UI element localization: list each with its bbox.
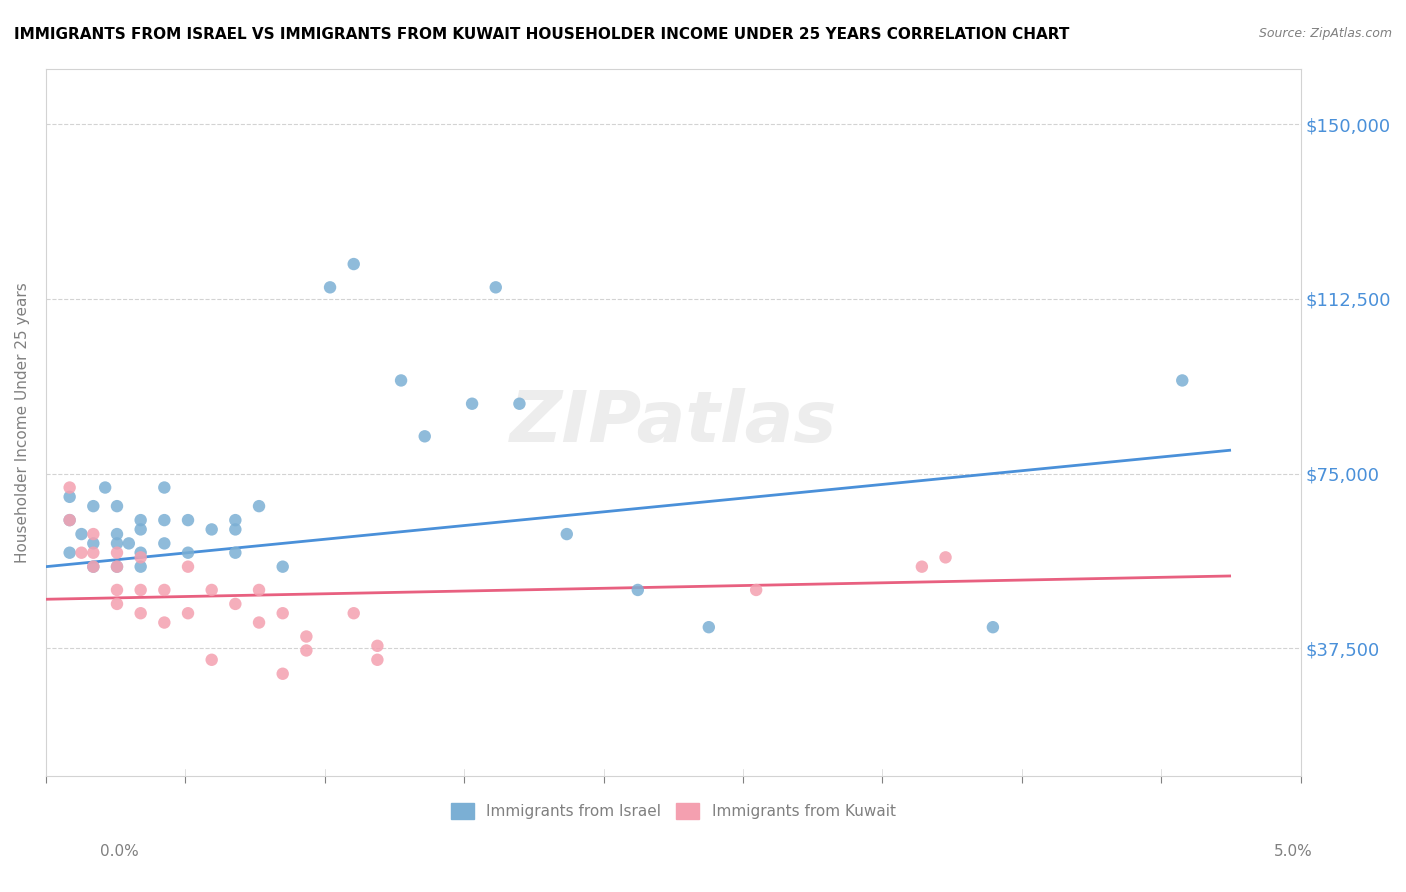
- Point: [201, 523, 224, 537]
- Point: [59, 481, 82, 495]
- Point: [82, 559, 104, 574]
- Text: Source: ZipAtlas.com: Source: ZipAtlas.com: [1258, 27, 1392, 40]
- Point: [295, 630, 318, 644]
- Point: [627, 582, 650, 597]
- Point: [461, 397, 484, 411]
- Point: [82, 559, 104, 574]
- Point: [413, 429, 436, 443]
- Point: [981, 620, 1004, 634]
- Point: [343, 257, 366, 271]
- Point: [129, 582, 152, 597]
- Point: [129, 546, 152, 560]
- Point: [247, 499, 270, 513]
- Point: [271, 666, 294, 681]
- Point: [271, 606, 294, 620]
- Point: [82, 527, 104, 541]
- Point: [201, 653, 224, 667]
- Point: [82, 536, 104, 550]
- Point: [935, 550, 957, 565]
- Legend: Immigrants from Israel, Immigrants from Kuwait: Immigrants from Israel, Immigrants from …: [444, 797, 901, 825]
- Point: [129, 513, 152, 527]
- Point: [224, 597, 246, 611]
- Point: [59, 490, 82, 504]
- Point: [118, 536, 141, 550]
- Point: [911, 559, 934, 574]
- Point: [177, 513, 200, 527]
- Point: [105, 559, 128, 574]
- Point: [224, 523, 246, 537]
- Point: [201, 582, 224, 597]
- Point: [1171, 374, 1194, 388]
- Point: [105, 582, 128, 597]
- Point: [555, 527, 578, 541]
- Point: [70, 546, 93, 560]
- Point: [153, 615, 176, 630]
- Point: [105, 499, 128, 513]
- Point: [70, 527, 93, 541]
- Point: [177, 546, 200, 560]
- Point: [105, 546, 128, 560]
- Point: [508, 397, 530, 411]
- Point: [59, 513, 82, 527]
- Point: [105, 527, 128, 541]
- Y-axis label: Householder Income Under 25 years: Householder Income Under 25 years: [15, 282, 30, 563]
- Point: [366, 653, 388, 667]
- Point: [343, 606, 366, 620]
- Point: [153, 536, 176, 550]
- Point: [82, 499, 104, 513]
- Point: [153, 582, 176, 597]
- Point: [94, 481, 117, 495]
- Point: [105, 536, 128, 550]
- Point: [153, 481, 176, 495]
- Point: [224, 546, 246, 560]
- Text: 0.0%: 0.0%: [100, 845, 139, 859]
- Point: [271, 559, 294, 574]
- Point: [224, 513, 246, 527]
- Point: [59, 513, 82, 527]
- Point: [697, 620, 720, 634]
- Point: [129, 523, 152, 537]
- Point: [153, 513, 176, 527]
- Point: [105, 559, 128, 574]
- Point: [745, 582, 768, 597]
- Text: ZIPatlas: ZIPatlas: [509, 388, 837, 457]
- Point: [319, 280, 342, 294]
- Point: [59, 546, 82, 560]
- Point: [389, 374, 412, 388]
- Point: [82, 546, 104, 560]
- Point: [105, 597, 128, 611]
- Text: 5.0%: 5.0%: [1274, 845, 1313, 859]
- Point: [129, 606, 152, 620]
- Point: [177, 606, 200, 620]
- Point: [177, 559, 200, 574]
- Point: [485, 280, 508, 294]
- Point: [247, 582, 270, 597]
- Point: [295, 643, 318, 657]
- Point: [129, 559, 152, 574]
- Text: IMMIGRANTS FROM ISRAEL VS IMMIGRANTS FROM KUWAIT HOUSEHOLDER INCOME UNDER 25 YEA: IMMIGRANTS FROM ISRAEL VS IMMIGRANTS FRO…: [14, 27, 1070, 42]
- Point: [247, 615, 270, 630]
- Point: [366, 639, 388, 653]
- Point: [129, 550, 152, 565]
